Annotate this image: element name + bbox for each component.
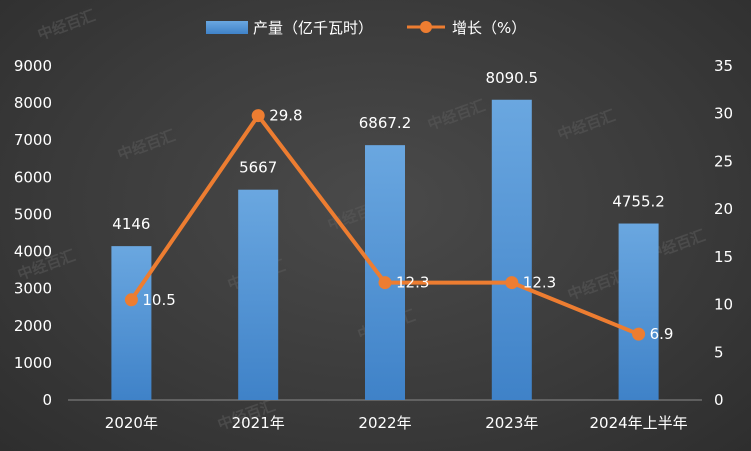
x-tick-label: 2021年 bbox=[232, 414, 285, 432]
bar bbox=[238, 189, 279, 400]
y-left-tick-label: 4000 bbox=[14, 243, 52, 261]
line-value-label: 10.5 bbox=[142, 291, 175, 309]
bar bbox=[618, 223, 659, 400]
x-tick-label: 2023年 bbox=[485, 414, 538, 432]
y-right-tick-label: 10 bbox=[714, 296, 733, 314]
watermark-text: 中经百汇 bbox=[115, 126, 178, 163]
line-point bbox=[632, 327, 646, 341]
y-right-tick-label: 5 bbox=[714, 343, 724, 361]
line-point bbox=[124, 293, 138, 307]
x-tick-label: 2022年 bbox=[358, 414, 411, 432]
y-left-tick-label: 5000 bbox=[14, 205, 52, 223]
legend-line-label: 增长（%） bbox=[452, 19, 526, 37]
y-right-tick-label: 35 bbox=[714, 57, 733, 75]
watermark-text: 中经百汇 bbox=[425, 96, 488, 133]
line-value-label: 6.9 bbox=[650, 325, 674, 343]
bar bbox=[491, 99, 532, 400]
legend-bar-label: 产量（亿千瓦时） bbox=[253, 19, 373, 37]
line-point bbox=[251, 109, 265, 123]
line-value-label: 12.3 bbox=[396, 274, 429, 292]
y-left-tick-label: 0 bbox=[42, 391, 52, 409]
bar-series bbox=[111, 99, 659, 400]
y-left-tick-label: 7000 bbox=[14, 131, 52, 149]
y-right-tick-label: 30 bbox=[714, 105, 733, 123]
y-left-tick-label: 1000 bbox=[14, 354, 52, 372]
y-left-tick-label: 3000 bbox=[14, 280, 52, 298]
legend: 产量（亿千瓦时） 增长（%） bbox=[206, 19, 526, 37]
x-tick-label: 2024年上半年 bbox=[590, 414, 688, 432]
x-tick-label: 2020年 bbox=[105, 414, 158, 432]
bar-value-label: 6867.2 bbox=[359, 114, 412, 132]
y-left-tick-label: 6000 bbox=[14, 168, 52, 186]
bar bbox=[365, 145, 405, 400]
legend-line-marker bbox=[420, 21, 432, 33]
line-value-label: 29.8 bbox=[269, 107, 302, 125]
y-right-tick-label: 25 bbox=[714, 152, 733, 170]
line-point bbox=[378, 276, 392, 290]
bar bbox=[111, 246, 152, 400]
watermark-text: 中经百汇 bbox=[565, 266, 628, 303]
y-left-tick-label: 8000 bbox=[14, 94, 52, 112]
legend-bar-swatch bbox=[206, 21, 248, 34]
bar-value-label: 8090.5 bbox=[486, 69, 539, 87]
line-value-label: 12.3 bbox=[523, 274, 556, 292]
bar-value-label: 4755.2 bbox=[612, 193, 665, 211]
watermark-text: 中经百汇 bbox=[555, 106, 618, 143]
y-left-tick-label: 2000 bbox=[14, 317, 52, 335]
y-left-tick-label: 9000 bbox=[14, 57, 52, 75]
line-series bbox=[124, 109, 646, 341]
y-right-tick-label: 15 bbox=[714, 248, 733, 266]
line-point bbox=[505, 276, 519, 290]
bar-value-label: 4146 bbox=[112, 215, 150, 233]
watermark-text: 中经百汇 bbox=[35, 6, 98, 43]
bar-value-label: 5667 bbox=[239, 159, 277, 177]
y-right-tick-label: 0 bbox=[714, 391, 724, 409]
data-labels: 4146 5667 6867.2 8090.5 4755.2 10.5 29.8 12.3 12… bbox=[112, 69, 673, 343]
y-right-tick-label: 20 bbox=[714, 200, 733, 218]
